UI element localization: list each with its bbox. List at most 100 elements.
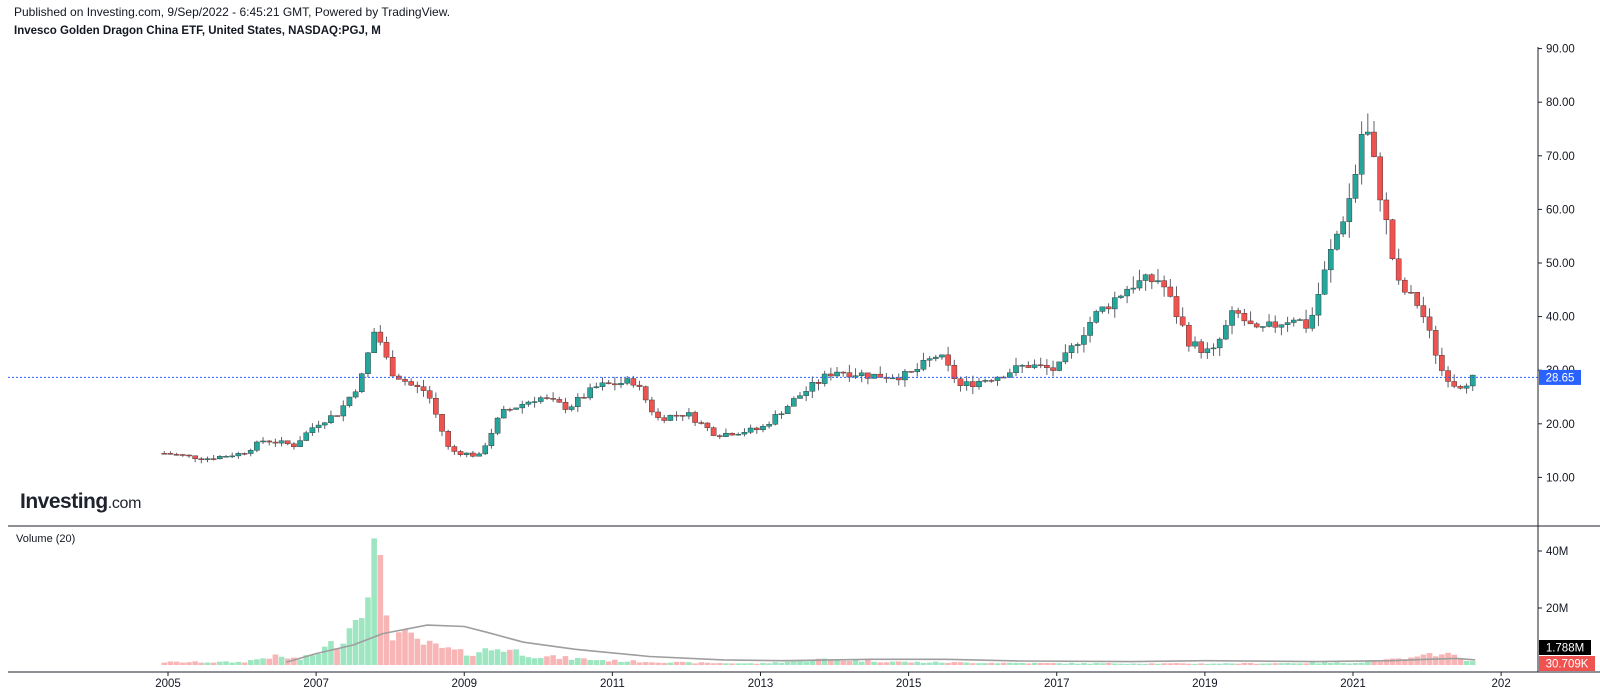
candle-up [309,427,316,434]
candle-up [1352,174,1359,199]
volume-bar [396,632,402,665]
candle-up [1266,321,1272,327]
candle-down [161,453,168,455]
candle-down [414,384,421,387]
candle-down [1457,386,1464,389]
volume-bar [908,662,914,665]
volume-bar [939,662,945,665]
candle-up [858,372,865,376]
candle-up [1260,326,1266,328]
volume-bar [433,643,439,665]
candle-up [358,373,365,393]
volume-bar [241,662,248,665]
candle-down [1050,367,1056,371]
candle-up [1297,319,1303,321]
candle-up [821,373,828,384]
candle-down [445,431,452,447]
candle-up [1469,374,1476,387]
volume-bar [1266,663,1272,665]
candle-up [1210,347,1217,350]
candle-down [649,399,655,413]
candle-up [1358,134,1365,175]
candle-up [791,398,797,407]
last-price-label: 28.65 [1546,372,1575,384]
candle-up [587,387,593,399]
volume-bar [729,663,735,665]
price-tick-label: 80.00 [1546,97,1575,109]
volume-bar [1044,662,1050,665]
volume-bar [278,656,285,665]
volume-panel-title: Volume (20) [16,533,76,545]
candle-up [1223,325,1229,340]
volume-bar [821,658,828,665]
volume-bar [710,663,717,665]
candle-down [1439,355,1445,371]
candle-down [402,379,408,382]
volume-bar [476,652,482,665]
volume-bar [649,662,655,665]
volume-bar [951,662,958,665]
volume-bar [167,661,174,665]
volume-bar [1290,663,1297,665]
price-axis-ticks: 90.0080.0070.0060.0050.0040.0030.0020.00… [1538,44,1575,484]
candle-down [673,414,680,417]
candle-up [1216,338,1223,349]
candle-down [1414,292,1420,306]
volume-ma-label: 1.788M [1546,643,1584,655]
volume-bar [1099,663,1106,665]
candle-up [1463,385,1470,389]
volume-bar [1284,663,1291,665]
candle-up [235,453,242,457]
candle-down [630,378,637,386]
volume-bar [1253,663,1260,665]
volume-bar [365,597,371,665]
candle-down [692,412,698,423]
volume-bar [328,641,334,665]
volume-bar [1260,663,1266,665]
volume-bar [1081,663,1087,665]
candle-up [1204,348,1211,353]
candle-up [772,414,779,425]
volume-bar [1155,663,1161,665]
candle-up [525,401,532,405]
last-price-badge: 28.65 [1539,369,1581,385]
candle-down [753,427,760,431]
volume-bar [1272,663,1279,665]
volume-bar [1111,663,1118,665]
candle-down [1402,279,1408,293]
candle-down [186,454,192,457]
volume-bar [1216,663,1223,665]
volume-ma-line [286,624,1476,663]
volume-bar [575,657,581,665]
price-tick-label: 70.00 [1546,151,1575,163]
volume-bar [784,661,791,665]
candle-down [1173,296,1180,318]
candle-up [747,427,754,433]
candle-down [1451,381,1458,387]
volume-bar [321,646,328,665]
candle-down [1445,370,1451,382]
candle-down [1432,330,1439,356]
candle-up [803,391,809,396]
volume-bar [994,663,1001,665]
volume-bar [1056,663,1063,665]
candle-up [1327,249,1334,271]
candle-down [865,372,871,379]
volume-bar [402,629,408,665]
volume-bar [1395,658,1402,665]
candle-up [1068,345,1075,353]
candle-down [642,386,649,401]
candle-down [840,371,847,374]
candle-down [655,411,661,418]
volume-bar [803,661,809,665]
volume-bar [624,661,630,665]
candle-up [1074,344,1081,346]
candle-up [1031,364,1038,368]
volume-bar [618,661,624,665]
volume-ma-badge: 1.788M [1539,640,1591,655]
volume-bar [1229,663,1235,665]
volume-bar [1309,662,1316,665]
volume-bar [852,659,859,665]
volume-bar [1118,663,1124,665]
